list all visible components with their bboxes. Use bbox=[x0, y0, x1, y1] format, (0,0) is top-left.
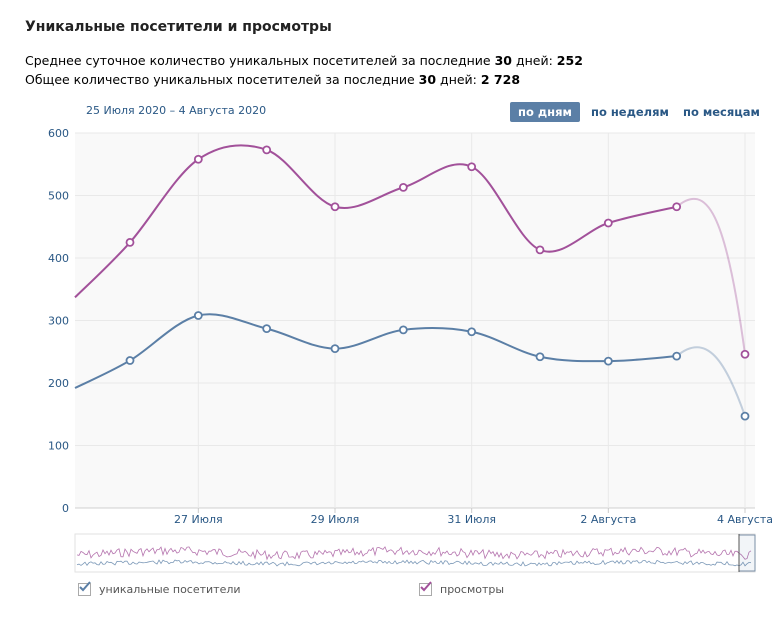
series-line-partial-1 bbox=[676, 197, 746, 355]
data-point[interactable] bbox=[262, 324, 272, 334]
total-visitors-stat: Общее количество уникальных посетителей … bbox=[25, 72, 521, 87]
x-tick-label: 2 Августа bbox=[580, 513, 636, 526]
data-point[interactable] bbox=[193, 311, 203, 320]
data-point[interactable] bbox=[467, 162, 477, 172]
tab-by-months[interactable]: по месяцам bbox=[683, 105, 760, 119]
series-line-1 bbox=[74, 144, 677, 299]
data-point[interactable] bbox=[672, 351, 682, 361]
navigator-selection[interactable] bbox=[738, 534, 756, 572]
data-point[interactable] bbox=[330, 344, 340, 354]
data-point[interactable] bbox=[603, 218, 613, 228]
y-tick-label: 500 bbox=[48, 190, 69, 203]
y-tick-label: 300 bbox=[48, 315, 69, 328]
legend-item-views[interactable]: просмотры bbox=[419, 581, 505, 596]
range-navigator[interactable] bbox=[74, 533, 756, 573]
legend-item-visitors[interactable]: уникальные посетители bbox=[78, 581, 241, 596]
data-point[interactable] bbox=[330, 202, 340, 212]
tab-by-weeks[interactable]: по неделям bbox=[591, 105, 669, 119]
y-tick-label: 200 bbox=[48, 377, 69, 390]
data-point[interactable] bbox=[125, 356, 135, 365]
date-range-label: 25 Июля 2020 – 4 Августа 2020 bbox=[86, 104, 267, 117]
x-tick-label: 29 Июля bbox=[311, 513, 360, 526]
data-point[interactable] bbox=[740, 411, 750, 421]
checkbox-views[interactable] bbox=[419, 581, 432, 596]
navigator-series bbox=[76, 559, 752, 567]
data-point[interactable] bbox=[193, 154, 203, 164]
data-point[interactable] bbox=[535, 245, 545, 255]
data-point[interactable] bbox=[672, 202, 682, 212]
y-tick-label: 100 bbox=[48, 440, 69, 453]
data-point[interactable] bbox=[125, 237, 135, 247]
x-tick-label: 31 Июля bbox=[447, 513, 496, 526]
legend-label-visitors: уникальные посетители bbox=[99, 583, 241, 596]
navigator-frame bbox=[74, 533, 756, 573]
tab-by-days[interactable]: по дням bbox=[510, 102, 580, 122]
y-tick-label: 0 bbox=[62, 502, 69, 515]
data-point[interactable] bbox=[262, 145, 272, 155]
series-line-partial-0 bbox=[676, 346, 746, 417]
checkbox-visitors[interactable] bbox=[78, 581, 91, 596]
y-tick-label: 400 bbox=[48, 252, 69, 265]
data-point[interactable] bbox=[398, 325, 408, 335]
data-point[interactable] bbox=[535, 352, 545, 362]
navigator-series bbox=[76, 546, 752, 561]
y-tick-label: 600 bbox=[48, 127, 69, 140]
x-tick-label: 4 Августа bbox=[717, 513, 773, 526]
series-line-0 bbox=[74, 313, 677, 389]
average-visitors-stat: Среднее суточное количество уникальных п… bbox=[25, 53, 583, 68]
x-tick-label: 27 Июля bbox=[174, 513, 223, 526]
data-point[interactable] bbox=[603, 356, 613, 366]
data-point[interactable] bbox=[740, 349, 750, 359]
data-point[interactable] bbox=[398, 182, 408, 192]
page-title: Уникальные посетители и просмотры bbox=[25, 19, 332, 35]
data-point[interactable] bbox=[467, 327, 477, 337]
legend-label-views: просмотры bbox=[440, 583, 505, 596]
